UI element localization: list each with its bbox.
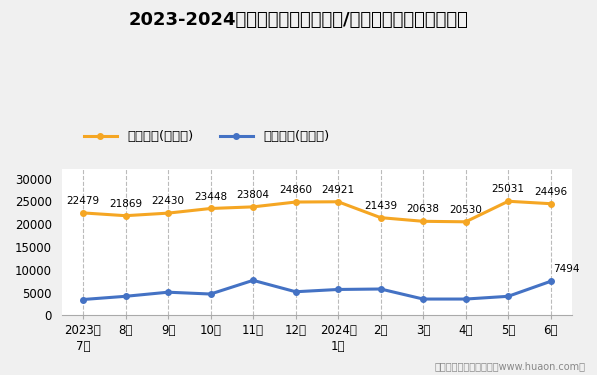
出口总额(万美元) <box>420 219 427 224</box>
Text: 22479: 22479 <box>66 196 100 206</box>
出口总额(万美元) <box>547 201 555 206</box>
进口总额(万美元) <box>250 278 257 283</box>
进口总额(万美元) <box>292 290 299 294</box>
出口总额(万美元) <box>122 213 129 218</box>
Text: 20638: 20638 <box>407 204 439 214</box>
进口总额(万美元) <box>377 287 384 291</box>
Text: 20530: 20530 <box>450 205 482 215</box>
Text: 21869: 21869 <box>109 199 142 209</box>
Text: 25031: 25031 <box>492 184 525 194</box>
Text: 24921: 24921 <box>322 185 355 195</box>
Line: 进口总额(万美元): 进口总额(万美元) <box>80 278 553 302</box>
Text: 2023-2024年荆州市（境内目的地/货源地）进、出口额统计: 2023-2024年荆州市（境内目的地/货源地）进、出口额统计 <box>128 11 469 29</box>
进口总额(万美元) <box>79 297 87 302</box>
进口总额(万美元) <box>207 292 214 296</box>
Text: 23448: 23448 <box>194 192 227 201</box>
进口总额(万美元) <box>164 290 171 294</box>
Legend: 出口总额(万美元), 进口总额(万美元): 出口总额(万美元), 进口总额(万美元) <box>79 125 335 148</box>
Text: 24496: 24496 <box>534 187 567 197</box>
Text: 22430: 22430 <box>152 196 184 206</box>
出口总额(万美元) <box>334 200 341 204</box>
进口总额(万美元) <box>334 287 341 292</box>
进口总额(万美元) <box>420 297 427 301</box>
进口总额(万美元) <box>547 279 555 284</box>
Text: 制图：华经产业研究院（www.huaon.com）: 制图：华经产业研究院（www.huaon.com） <box>434 361 585 371</box>
出口总额(万美元) <box>377 215 384 220</box>
进口总额(万美元) <box>122 294 129 298</box>
出口总额(万美元) <box>164 211 171 215</box>
出口总额(万美元) <box>462 219 469 224</box>
出口总额(万美元) <box>250 205 257 209</box>
出口总额(万美元) <box>292 200 299 204</box>
出口总额(万美元) <box>79 211 87 215</box>
Text: 21439: 21439 <box>364 201 397 211</box>
进口总额(万美元) <box>504 294 512 298</box>
Text: 7494: 7494 <box>553 264 580 274</box>
Text: 24860: 24860 <box>279 185 312 195</box>
进口总额(万美元) <box>462 297 469 301</box>
Line: 出口总额(万美元): 出口总额(万美元) <box>80 198 553 225</box>
出口总额(万美元) <box>504 199 512 204</box>
出口总额(万美元) <box>207 206 214 211</box>
Text: 23804: 23804 <box>236 190 270 200</box>
